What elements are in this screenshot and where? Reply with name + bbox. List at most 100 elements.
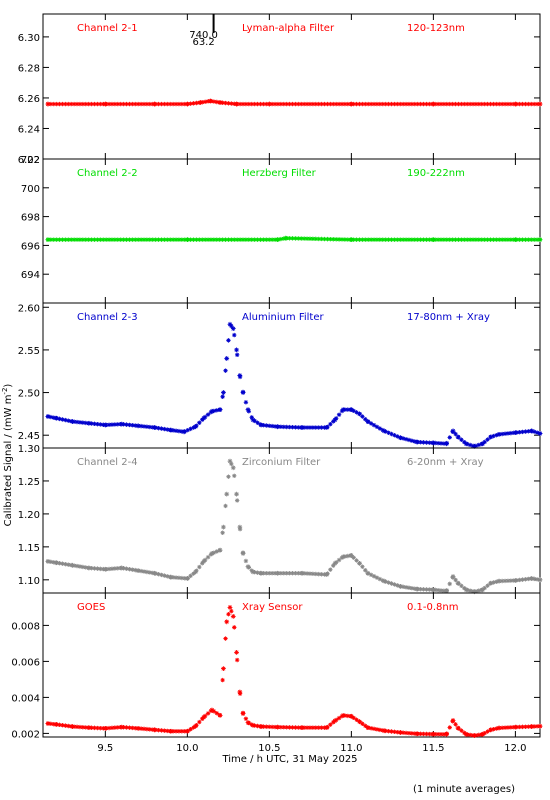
y-tick-label: 696 <box>21 241 40 252</box>
data-point <box>473 101 479 107</box>
data-point <box>92 421 97 427</box>
data-point <box>144 726 150 732</box>
data-point <box>109 101 115 107</box>
data-point <box>348 713 354 719</box>
data-point <box>368 237 374 242</box>
data-point <box>152 570 157 576</box>
data-point <box>217 407 223 413</box>
y-tick-label: 694 <box>21 270 40 281</box>
data-point <box>381 428 387 434</box>
data-point <box>48 721 54 727</box>
data-point <box>89 565 94 571</box>
data-point <box>240 101 246 107</box>
data-point <box>278 571 284 576</box>
data-point <box>77 724 83 730</box>
data-point <box>101 237 106 242</box>
data-point <box>220 237 225 242</box>
data-point <box>480 441 485 447</box>
data-point <box>351 408 356 414</box>
data-point <box>345 553 351 559</box>
data-point <box>366 101 371 107</box>
data-point <box>103 237 109 242</box>
data-point <box>278 101 284 107</box>
data-point <box>95 566 100 571</box>
data-point <box>237 101 243 107</box>
data-point <box>476 442 482 448</box>
data-point <box>455 580 461 586</box>
data-point <box>485 101 490 107</box>
panel-channel-label: Channel 2-1 <box>77 23 138 34</box>
data-point <box>531 101 537 107</box>
data-point <box>537 577 543 583</box>
data-point <box>74 724 80 730</box>
data-point <box>310 725 316 730</box>
data-point <box>179 237 185 242</box>
data-point <box>491 433 496 439</box>
data-point <box>86 420 92 426</box>
data-point <box>63 101 68 107</box>
data-point <box>414 439 420 445</box>
data-point <box>406 237 412 242</box>
data-point <box>232 332 237 338</box>
data-point <box>304 236 310 241</box>
data-point <box>243 101 249 107</box>
data-point <box>512 724 518 730</box>
data-point <box>447 101 452 107</box>
data-point <box>223 100 228 106</box>
data-point <box>141 237 147 242</box>
data-point <box>444 441 449 447</box>
data-point <box>141 726 147 732</box>
y-tick-label: 1.10 <box>18 576 40 587</box>
data-point <box>214 549 219 554</box>
data-point <box>383 101 388 107</box>
data-point <box>209 551 215 556</box>
data-point <box>465 237 470 242</box>
data-point <box>360 721 365 726</box>
data-point <box>398 101 403 107</box>
data-point <box>207 98 213 104</box>
data-point <box>345 407 351 412</box>
data-point <box>83 420 88 426</box>
data-point <box>365 570 371 576</box>
data-point <box>255 420 260 425</box>
data-point <box>304 571 310 576</box>
data-point <box>365 419 371 424</box>
data-point <box>221 390 226 395</box>
data-point <box>173 101 179 107</box>
data-point <box>264 571 269 576</box>
data-point <box>505 237 511 242</box>
data-point <box>138 726 144 731</box>
data-point <box>371 726 377 732</box>
data-point <box>360 414 365 419</box>
data-point <box>255 570 260 575</box>
data-point <box>456 101 461 107</box>
data-point <box>331 563 336 568</box>
data-point <box>381 578 387 584</box>
data-point <box>266 101 272 107</box>
data-point <box>415 237 420 242</box>
data-point <box>467 237 473 242</box>
data-point <box>71 237 77 242</box>
data-point <box>98 422 103 427</box>
data-point <box>339 101 345 107</box>
data-point <box>438 101 444 107</box>
data-point <box>223 636 228 641</box>
data-point <box>156 237 161 242</box>
data-point <box>400 584 406 590</box>
data-point <box>202 99 208 104</box>
data-point <box>264 423 269 428</box>
data-point <box>377 237 383 242</box>
data-point <box>400 237 406 242</box>
y-tick-label: 1.30 <box>18 444 40 455</box>
series-1 <box>45 235 543 243</box>
data-point <box>201 714 207 720</box>
data-point <box>184 728 190 734</box>
data-point <box>275 237 280 243</box>
data-point <box>48 559 54 565</box>
data-point <box>211 709 217 714</box>
data-point <box>316 236 321 242</box>
data-point <box>395 237 400 242</box>
data-point <box>217 713 223 718</box>
data-point <box>246 237 252 242</box>
data-point <box>182 729 187 734</box>
